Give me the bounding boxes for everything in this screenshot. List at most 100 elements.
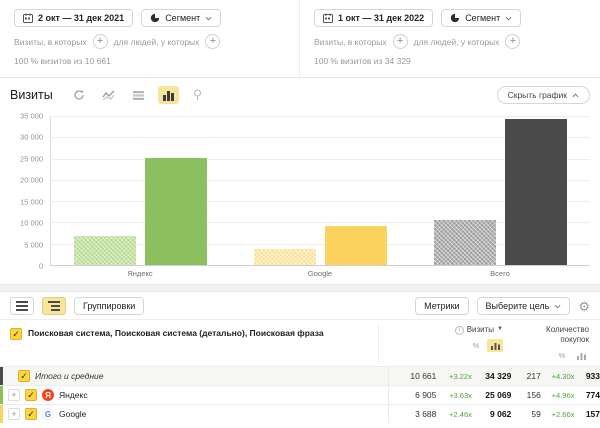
tree-view-icon[interactable] [42,297,66,315]
bar-google-period2[interactable] [325,226,387,265]
segment-panel-b: 1 окт — 31 дек 2022 Сегмент Визиты, в ко… [300,0,600,77]
add-visit-condition-button[interactable]: + [92,34,108,49]
date-range-button-b[interactable]: 1 окт — 31 дек 2022 [314,9,434,27]
table-row-yandex[interactable]: + ✓ Я Яндекс 6 905 +3.63x 25 069 156 +4.… [0,385,600,404]
row-label: Google [59,409,87,419]
table-row-google[interactable]: + ✓ G Google 3 688 +2.46x 9 062 59 +2.66… [0,404,600,423]
y-tick-label: 15 000 [20,197,43,207]
add-visit-condition-button[interactable]: + [392,34,408,49]
table-toolbar: Группировки Метрики Выберите цель ⚙ [0,292,600,319]
visits-percent-toggle[interactable]: % [472,341,480,350]
segment-panel-a: 2 окт — 31 дек 2021 Сегмент Визиты, в ко… [0,0,300,77]
purchases-column-label-2: покупок [560,335,589,344]
row-color-marker [0,367,3,385]
purchases-bars-toggle[interactable] [573,349,589,362]
metrics-button[interactable]: Метрики [415,297,469,315]
visits-period2: 34 329 [485,371,512,381]
gridline [51,222,590,224]
y-axis-labels: 35 000 30 000 25 000 20 000 15 000 10 000 5 00… [10,112,50,271]
gridline [51,158,590,160]
bar-chart: 35 000 30 000 25 000 20 000 15 000 10 000 5 00… [10,112,590,271]
x-label-google: Google [307,269,333,278]
purchases-column-header[interactable]: Количество покупок [546,325,589,345]
purchases-column-label-1: Количество [546,325,589,334]
flat-list-view-icon[interactable] [10,297,34,315]
bar-total-period1[interactable] [433,219,496,266]
row-checkbox[interactable]: ✓ [25,408,37,420]
gridline [51,116,590,117]
chevron-down-icon [554,304,561,308]
hide-chart-button[interactable]: Скрыть график [496,86,590,104]
row-checkbox[interactable]: ✓ [25,389,37,401]
visits-period1: 6 905 [415,390,437,400]
segment-summary-b: 100 % визитов из 34 329 [314,56,411,66]
calendar-icon [23,13,33,23]
purchases-period2: 157 [585,409,600,419]
purchases-delta: +2.66x [551,409,575,419]
y-tick-label: 20 000 [20,175,43,185]
sort-desc-icon: ▼ [497,326,503,333]
bar-google-period1[interactable] [254,249,316,265]
expand-row-button[interactable]: + [8,389,20,401]
goal-select[interactable]: Выберите цель [476,297,571,315]
segment-pie-icon [451,13,460,23]
bar-chart-icon[interactable] [157,86,179,104]
groupings-label: Группировки [83,301,136,311]
yandex-favicon: Я [42,389,54,401]
visits-period2: 25 069 [485,390,512,400]
grouping-title: Поисковая система, Поисковая система (де… [28,328,324,338]
groupings-button[interactable]: Группировки [74,297,145,315]
segment-label: Сегмент [165,13,201,23]
report-table: Группировки Метрики Выберите цель ⚙ ✓ По… [0,292,600,423]
gridline [51,243,590,245]
gridline [51,137,590,139]
add-people-condition-button[interactable]: + [205,34,221,49]
add-people-condition-button[interactable]: + [505,34,521,49]
gridline [51,179,590,181]
x-axis-labels: Яндекс Google Всего [50,269,590,278]
segment-button-a[interactable]: Сегмент [141,9,222,27]
segment-button-b[interactable]: Сегмент [441,9,522,27]
y-tick-label: 35 000 [20,111,43,121]
date-range-button-a[interactable]: 2 окт — 31 дек 2021 [14,9,134,27]
purchases-period2: 774 [585,390,600,400]
y-tick-label: 5 000 [24,240,43,250]
segment-label: Сегмент [465,13,501,23]
hide-chart-label: Скрыть график [507,90,567,100]
visits-column-header[interactable]: i Визиты ▼ [454,325,503,335]
bar-yandex-period1[interactable] [74,235,137,266]
gridline [51,201,590,203]
purchases-period2: 933 [585,371,600,381]
row-checkbox[interactable]: ✓ [18,370,30,382]
grouping-checkbox[interactable]: ✓ [10,328,22,340]
visits-delta: +3.22x [449,371,472,381]
visits-filter-label: Визиты, в которых [314,36,387,47]
table-row-totals[interactable]: ✓ Итого и средние 10 661 +3.22x 34 329 2… [0,366,600,385]
expand-row-button[interactable]: + [8,408,20,420]
purchases-period1: 59 [531,409,541,419]
chart-plot-area [50,116,590,266]
visits-period1: 10 661 [410,371,437,381]
bar-total-period2[interactable] [504,118,567,265]
visits-bars-toggle[interactable] [487,339,503,352]
row-label: Яндекс [59,390,88,400]
bar-group-google [231,116,411,265]
x-label-yandex: Яндекс [127,269,153,278]
bar-group-yandex [51,116,231,266]
refresh-icon[interactable] [69,86,89,104]
purchases-delta: +4.96x [551,390,575,400]
visits-period1: 3 688 [415,409,437,419]
map-pin-icon[interactable] [188,86,207,104]
gear-icon[interactable]: ⚙ [578,298,590,314]
purchases-percent-toggle[interactable]: % [558,351,566,360]
bar-yandex-period2[interactable] [145,158,208,265]
line-chart-icon[interactable] [98,86,119,104]
row-color-marker [0,405,3,423]
calendar-icon [323,13,333,23]
chart-type-switcher [69,86,207,104]
people-filter-label: для людей, у которых [413,36,500,47]
stacked-area-icon[interactable] [128,86,149,104]
segment-pie-icon [151,13,160,23]
visits-delta: +2.46x [449,409,472,419]
